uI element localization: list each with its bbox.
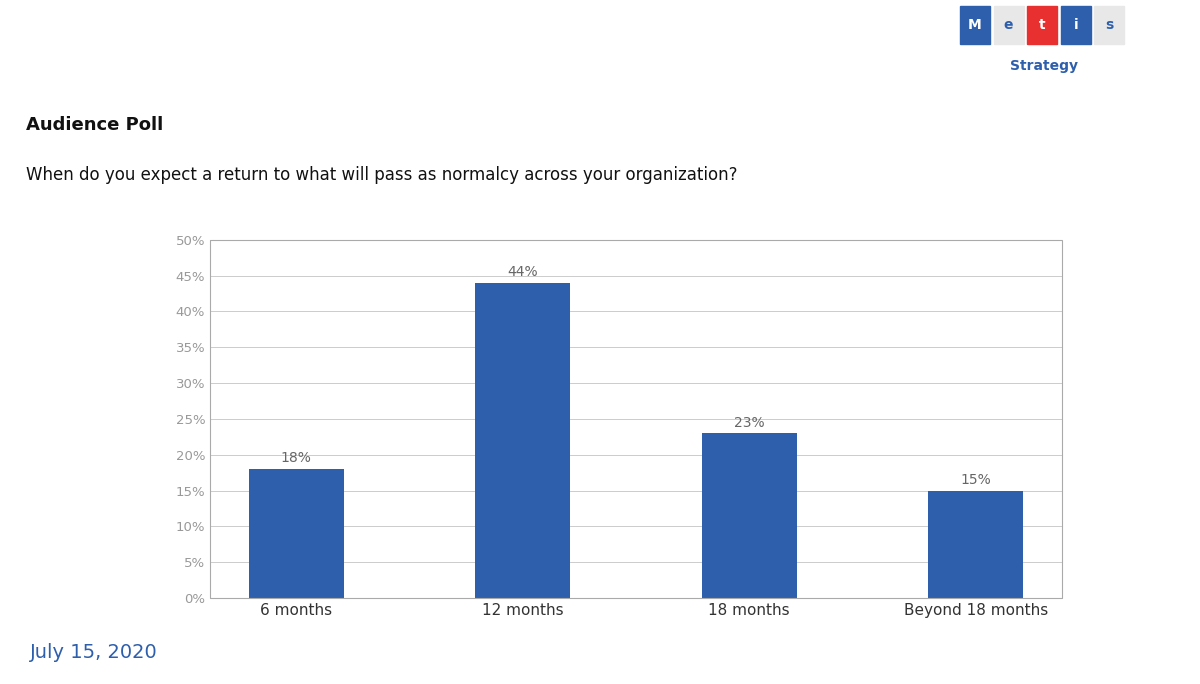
Text: e: e (1004, 18, 1013, 32)
Text: 23%: 23% (734, 416, 764, 430)
Bar (928, 490, 1024, 598)
Text: When do you expect a return to what will pass as normalcy across your organizati: When do you expect a return to what will… (26, 166, 738, 184)
Text: t: t (1039, 18, 1045, 32)
Bar (702, 433, 797, 598)
Polygon shape (912, 0, 1200, 92)
Text: Audience Poll: Audience Poll (26, 116, 163, 134)
Text: i: i (1074, 18, 1078, 32)
Text: M: M (968, 18, 982, 32)
Bar (1094, 5, 1124, 44)
Text: Metis Strategy Digital Symposium: Metis Strategy Digital Symposium (30, 27, 832, 69)
Bar (248, 469, 344, 598)
Bar (475, 282, 570, 598)
Bar (1027, 5, 1057, 44)
Bar (1061, 5, 1091, 44)
Polygon shape (0, 619, 120, 684)
Text: 18%: 18% (281, 451, 312, 465)
Text: #MetisStrategySymposium: #MetisStrategySymposium (803, 640, 1164, 666)
Text: 44%: 44% (508, 265, 538, 279)
Text: s: s (1105, 18, 1114, 32)
Bar (994, 5, 1024, 44)
Text: July 15, 2020: July 15, 2020 (30, 644, 157, 662)
Text: Strategy: Strategy (1010, 60, 1078, 73)
Bar (960, 5, 990, 44)
Bar (210, 240, 1062, 598)
Text: 15%: 15% (960, 473, 991, 487)
